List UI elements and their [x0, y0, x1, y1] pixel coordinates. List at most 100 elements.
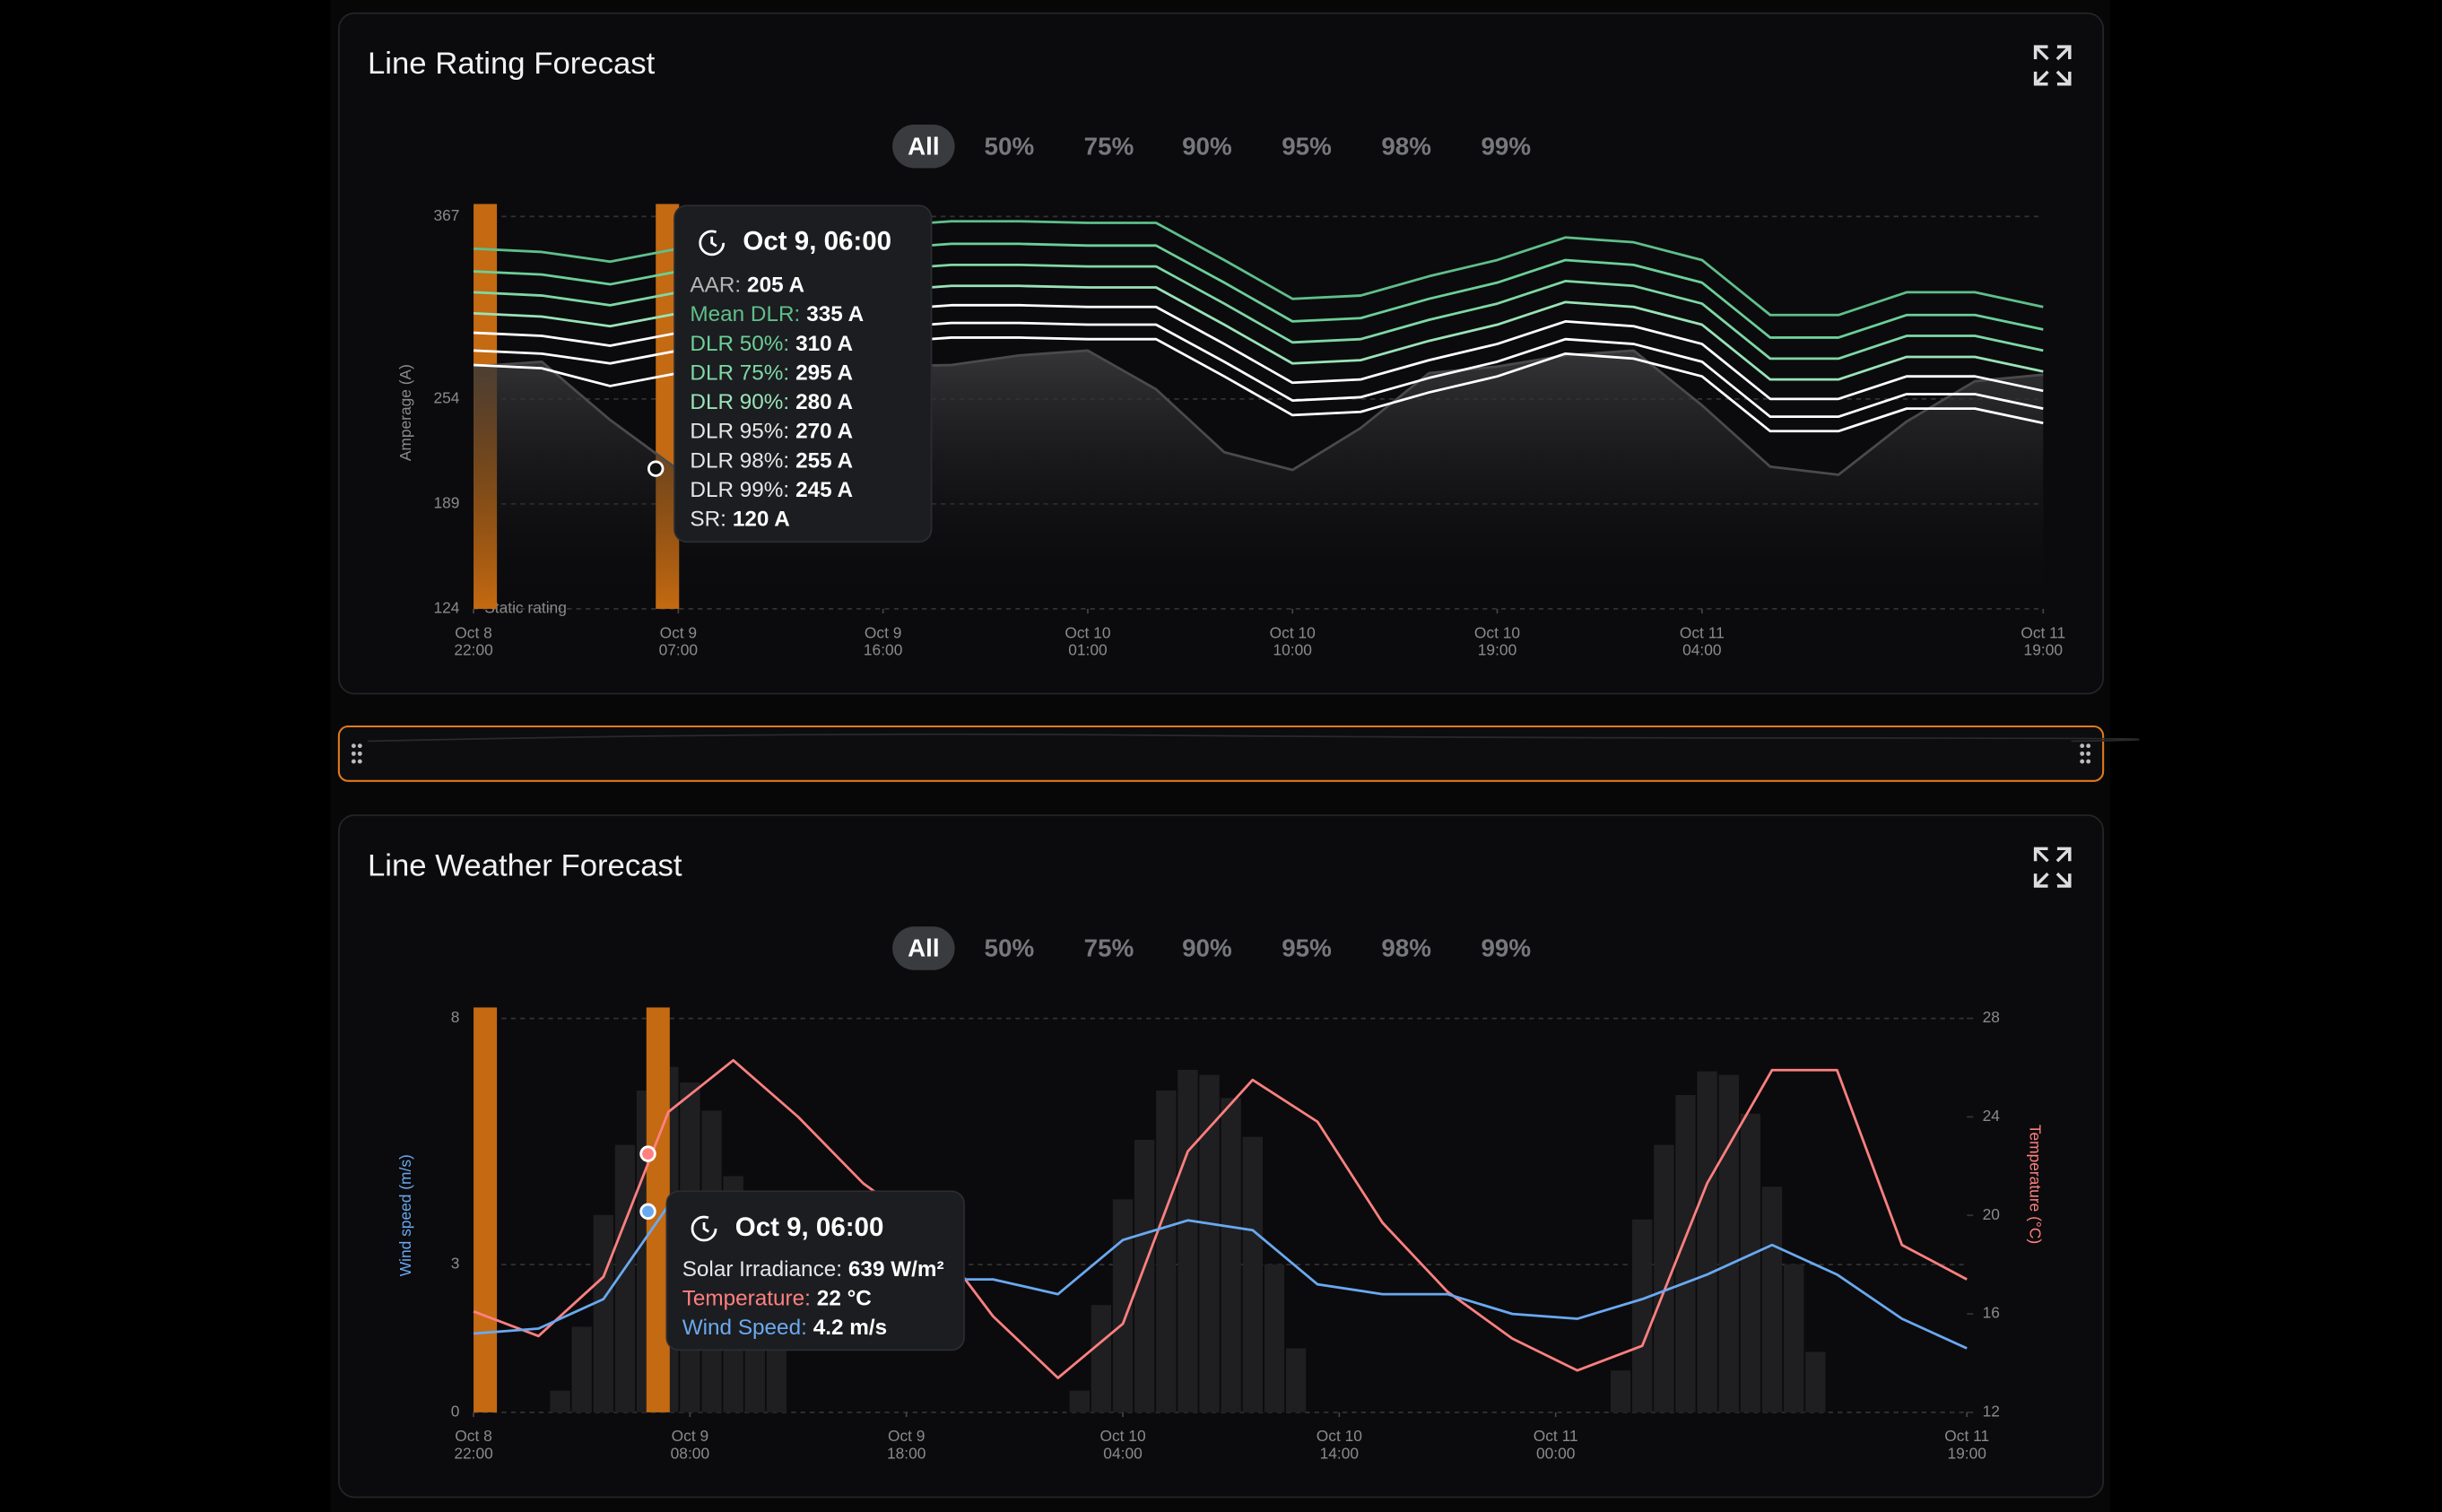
tooltip-row: DLR 95%: 270 A	[690, 420, 853, 444]
x-tick-label: 18:00	[887, 1444, 926, 1462]
y-axis-label: Amperage (A)	[396, 364, 414, 461]
irradiance-bar	[1740, 1113, 1761, 1412]
tooltip-title: Oct 9, 06:00	[735, 1212, 884, 1242]
y-axis-label: Wind speed (m/s)	[396, 1154, 414, 1276]
x-tick-label: Oct 10	[1270, 623, 1316, 641]
irradiance-bar	[1718, 1074, 1739, 1412]
range-scrubber[interactable]	[337, 725, 2140, 782]
irradiance-bar	[766, 1339, 787, 1412]
tooltip-value: 4.2 m/s	[813, 1316, 887, 1341]
x-tick-label: 04:00	[1103, 1444, 1142, 1462]
y2-tick-label: 28	[1983, 1008, 2000, 1026]
tooltip-label: AAR:	[690, 274, 741, 298]
irradiance-bar	[1654, 1144, 1674, 1412]
filter-button[interactable]: All	[908, 934, 939, 962]
tooltip-value: 639 W/m²	[848, 1257, 944, 1282]
x-tick-label: Oct 10	[1065, 623, 1110, 641]
tooltip-value: 120 A	[733, 508, 790, 532]
x-tick-label: Oct 9	[660, 623, 697, 641]
y-tick-label: 254	[433, 388, 459, 406]
filter-button[interactable]: 75%	[1084, 934, 1134, 962]
clock-icon	[699, 230, 726, 256]
filter-button[interactable]: 90%	[1182, 132, 1232, 160]
tooltip-label: DLR 98%:	[690, 449, 789, 474]
x-tick-label: 04:00	[1682, 640, 1721, 658]
irradiance-bar	[1285, 1348, 1307, 1412]
tooltip-value: 255 A	[795, 449, 853, 474]
x-tick-label: Oct 11	[1680, 623, 1725, 641]
y-tick-label: 0	[451, 1402, 460, 1420]
filter-button[interactable]: 50%	[985, 132, 1035, 160]
x-tick-label: Oct 11	[2021, 623, 2065, 641]
expand-button[interactable]	[2033, 45, 2072, 86]
irradiance-bar	[1178, 1069, 1198, 1412]
tooltip-row: DLR 98%: 255 A	[690, 449, 853, 474]
tooltip-row: Mean DLR: 335 A	[690, 303, 864, 327]
irradiance-bar	[1156, 1091, 1177, 1412]
tooltip-label: DLR 50%:	[690, 332, 789, 356]
tooltip-label: Temperature:	[682, 1287, 811, 1311]
filter-button[interactable]: 98%	[1381, 132, 1431, 160]
x-tick-label: Oct 9	[672, 1427, 708, 1445]
tooltip-value: 245 A	[795, 478, 853, 502]
x-tick-label: 07:00	[659, 640, 698, 658]
tooltip-row: Wind Speed: 4.2 m/s	[682, 1316, 887, 1341]
expand-button[interactable]	[2033, 847, 2072, 888]
x-tick-label: Oct 11	[1534, 1427, 1578, 1445]
x-tick-label: Oct 10	[1474, 623, 1520, 641]
irradiance-bar	[1783, 1264, 1804, 1412]
tooltip-label: Wind Speed:	[682, 1316, 807, 1341]
filter-button[interactable]: 99%	[1481, 132, 1531, 160]
filter-button[interactable]: 50%	[985, 934, 1035, 962]
x-tick-label: 16:00	[864, 640, 902, 658]
tooltip-value: 295 A	[795, 361, 853, 386]
clock-icon	[710, 236, 717, 248]
filter-button[interactable]: 90%	[1182, 934, 1232, 962]
tooltip-value: 205 A	[747, 274, 804, 298]
weather-chart: Line Weather Forecast All 50% 75% 90% 95% 98% 9…	[368, 848, 2044, 1462]
x-tick-label: 19:00	[1478, 640, 1516, 658]
x-tick-label: Oct 11	[1944, 1427, 1989, 1445]
y2-tick-label: 24	[1983, 1107, 2001, 1125]
filter-button[interactable]: 95%	[1282, 934, 1332, 962]
irradiance-bar	[1632, 1219, 1653, 1412]
filter-button[interactable]: 95%	[1282, 132, 1332, 160]
tooltip-row: Temperature: 22 °C	[682, 1287, 872, 1311]
x-tick-label: 14:00	[1320, 1444, 1359, 1462]
y2-tick-label: 12	[1983, 1402, 2000, 1420]
tooltip-title: Oct 9, 06:00	[743, 227, 891, 256]
tooltip-row: DLR 90%: 280 A	[690, 390, 853, 414]
tooltip-row: DLR 50%: 310 A	[690, 332, 853, 356]
irradiance-bar	[1091, 1305, 1112, 1412]
x-tick-label: 19:00	[2024, 640, 2063, 658]
x-tick-label: 22:00	[454, 1444, 492, 1462]
y-tick-label: 124	[433, 598, 459, 616]
hover-dot	[647, 460, 665, 477]
y-tick-label: 367	[433, 206, 459, 224]
y-tick-label: 8	[451, 1008, 460, 1026]
irradiance-bar	[1761, 1186, 1783, 1412]
filter-button[interactable]: 98%	[1381, 934, 1431, 962]
tooltip-value: 22 °C	[817, 1287, 872, 1311]
x-tick-label: Oct 10	[1317, 1427, 1362, 1445]
tooltip-row: DLR 75%: 295 A	[690, 361, 853, 386]
irradiance-bar	[1242, 1136, 1264, 1412]
y2-axis-label: Temperature (°C)	[2026, 1125, 2044, 1244]
irradiance-bar	[1112, 1199, 1134, 1412]
tooltip-row: SR: 120 A	[690, 508, 789, 532]
filter-button[interactable]: 75%	[1084, 132, 1134, 160]
tooltip-label: SR:	[690, 508, 726, 532]
tooltip-label: Mean DLR:	[690, 303, 800, 327]
tooltip-value: 335 A	[806, 303, 864, 327]
irradiance-bar	[1805, 1351, 1826, 1412]
y-tick-label: 3	[451, 1255, 460, 1273]
tooltip-label: Solar Irradiance:	[682, 1257, 842, 1282]
filter-button[interactable]: All	[908, 132, 939, 160]
hover-dot	[639, 1203, 656, 1221]
filter-button[interactable]: 99%	[1481, 934, 1531, 962]
rating-chart: Line Rating Forecast All 50% 75% 90% 95% 98% 99…	[368, 47, 2065, 658]
irradiance-bar	[1697, 1071, 1717, 1412]
irradiance-bar	[1134, 1140, 1155, 1412]
panel-title: Line Rating Forecast	[368, 47, 656, 81]
